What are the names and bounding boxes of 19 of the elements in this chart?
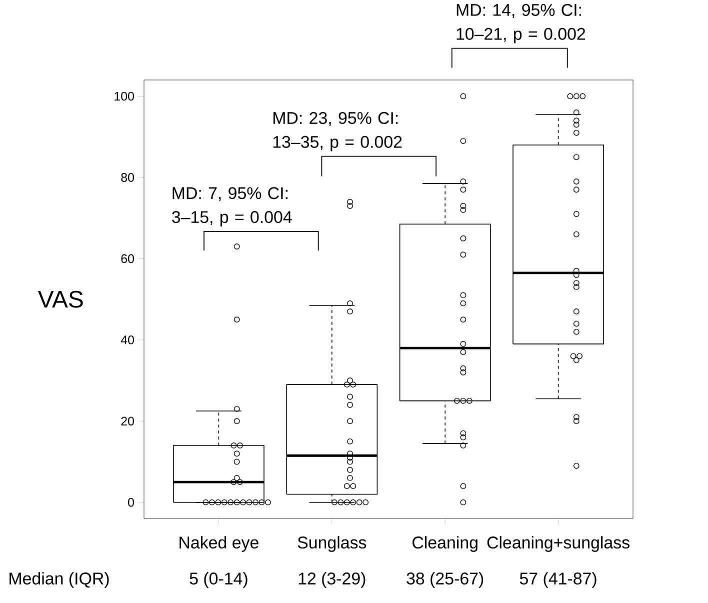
text: 57 (41-87) [520, 572, 596, 588]
x-tick-label: Naked eye [180, 536, 258, 552]
annotation: MD: 23, 95% CI: 13–35, p = 0.002 [273, 112, 402, 152]
y-tick-label: 100 [114, 92, 134, 101]
x-tick-label: Cleaning [412, 536, 478, 552]
annotation: MD: 7, 95% CI: 3–15, p = 0.004 [172, 187, 292, 226]
text: 5 (0-14) [190, 572, 248, 588]
x-tick-label: Cleaning+sunglass [487, 536, 630, 552]
y-tick-label: 80 [121, 173, 134, 182]
text: 12 (3-29) [298, 572, 366, 588]
y-tick-label: 40 [120, 335, 134, 344]
x-tick-label: Sunglass [298, 536, 366, 552]
y-tick-label: 60 [121, 254, 134, 264]
text: MD: 14, 95% CI: 10–21, p = 0.002 [456, 4, 586, 44]
y-axis-title: VAS [38, 290, 83, 308]
text: 38 (25-67) [406, 572, 484, 588]
y-tick-label: 0 [128, 498, 134, 507]
y-tick-label: 20 [121, 416, 134, 426]
text: Median (IQR) [10, 572, 109, 588]
